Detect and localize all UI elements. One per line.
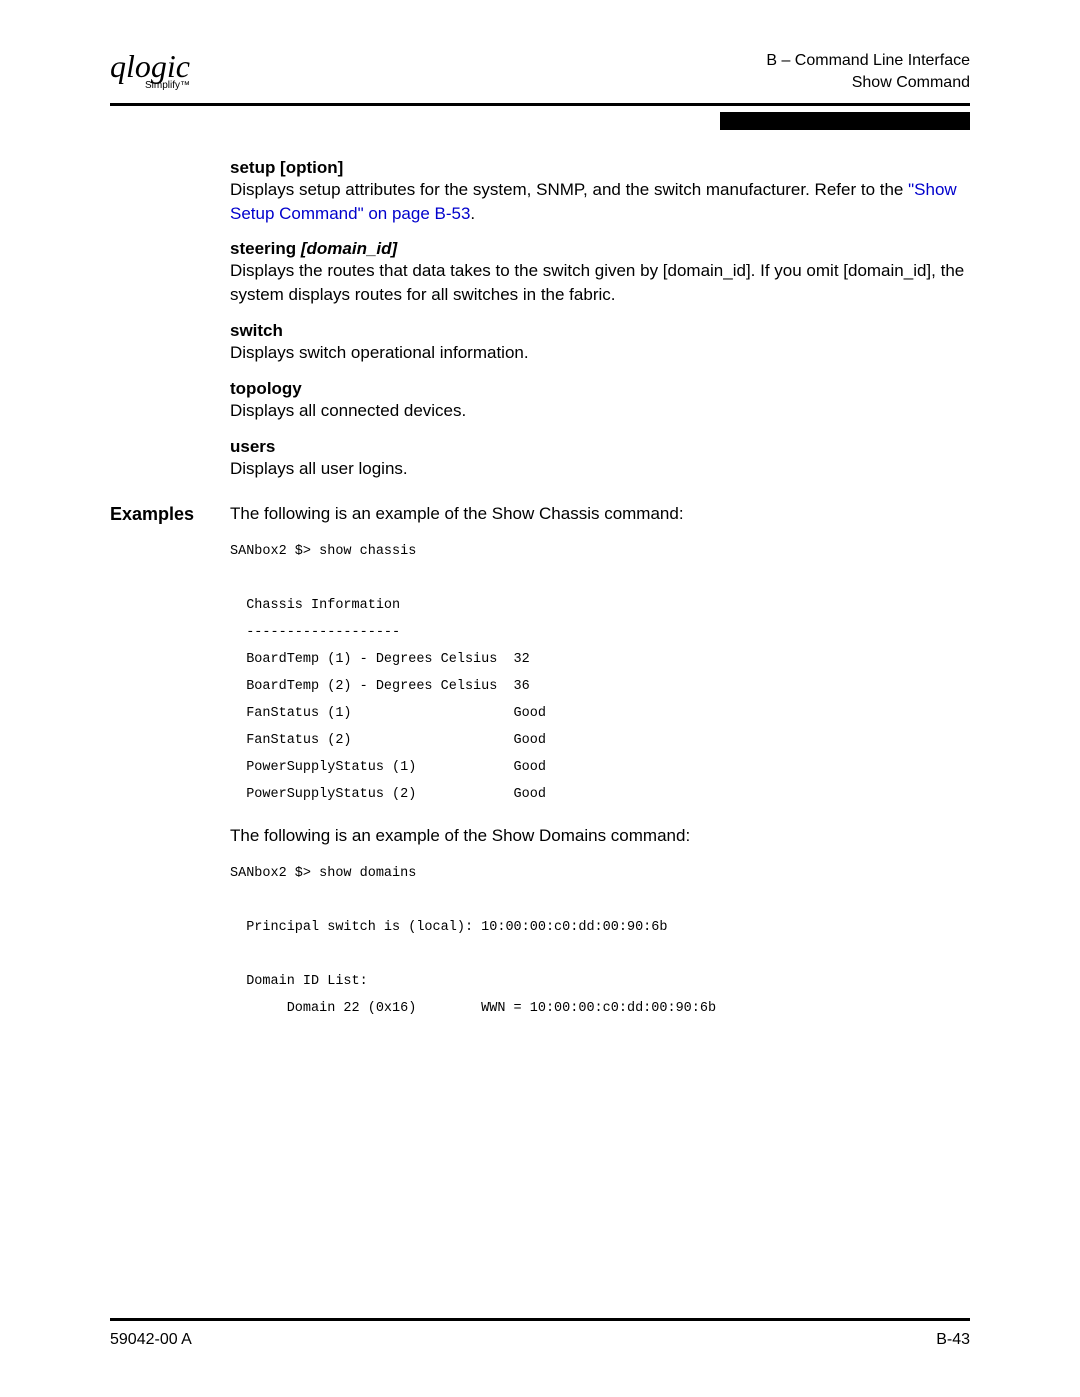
right-column: setup [option] Displays setup attributes… [230,154,970,495]
switch-body: Displays switch operational information. [230,341,970,365]
header-right: B – Command Line Interface Show Command [766,50,970,95]
black-bar-row [110,112,970,130]
code-block-2: SANbox2 $> show domains Principal switch… [230,860,970,1022]
topology-title: topology [230,379,970,399]
steering-body: Displays the routes that data takes to t… [230,259,970,307]
setup-title: setup [option] [230,158,970,178]
users-body: Displays all user logins. [230,457,970,481]
footer-text-row: 59042-00 A B-43 [110,1331,970,1349]
left-column [110,154,230,495]
steering-title: steering [domain_id] [230,239,970,259]
examples-row: Examples The following is an example of … [110,504,970,1040]
setup-body-prefix: Displays setup attributes for the system… [230,180,908,199]
logo-text: qlogic [110,50,190,82]
examples-label-col: Examples [110,504,230,1040]
steering-title-plain: steering [230,239,301,258]
examples-intro-1: The following is an example of the Show … [230,504,970,524]
page-header: qlogic Simplify™ B – Command Line Interf… [110,50,970,95]
users-title: users [230,437,970,457]
topology-body: Displays all connected devices. [230,399,970,423]
steering-title-italic: [domain_id] [301,239,397,258]
examples-content: The following is an example of the Show … [230,504,970,1040]
header-line-1: B – Command Line Interface [766,50,970,72]
examples-label: Examples [110,504,194,524]
black-bar [720,112,970,130]
header-rule [110,103,970,106]
code-block-1: SANbox2 $> show chassis Chassis Informat… [230,538,970,808]
examples-intro-2: The following is an example of the Show … [230,826,970,846]
footer-rule [110,1318,970,1321]
page-footer: 59042-00 A B-43 [110,1318,970,1349]
setup-body: Displays setup attributes for the system… [230,178,970,226]
main-content: setup [option] Displays setup attributes… [110,154,970,495]
switch-title: switch [230,321,970,341]
setup-body-suffix: . [470,204,475,223]
header-line-2: Show Command [766,72,970,94]
logo-block: qlogic Simplify™ [110,50,190,91]
footer-left: 59042-00 A [110,1331,192,1349]
footer-right: B-43 [936,1331,970,1349]
